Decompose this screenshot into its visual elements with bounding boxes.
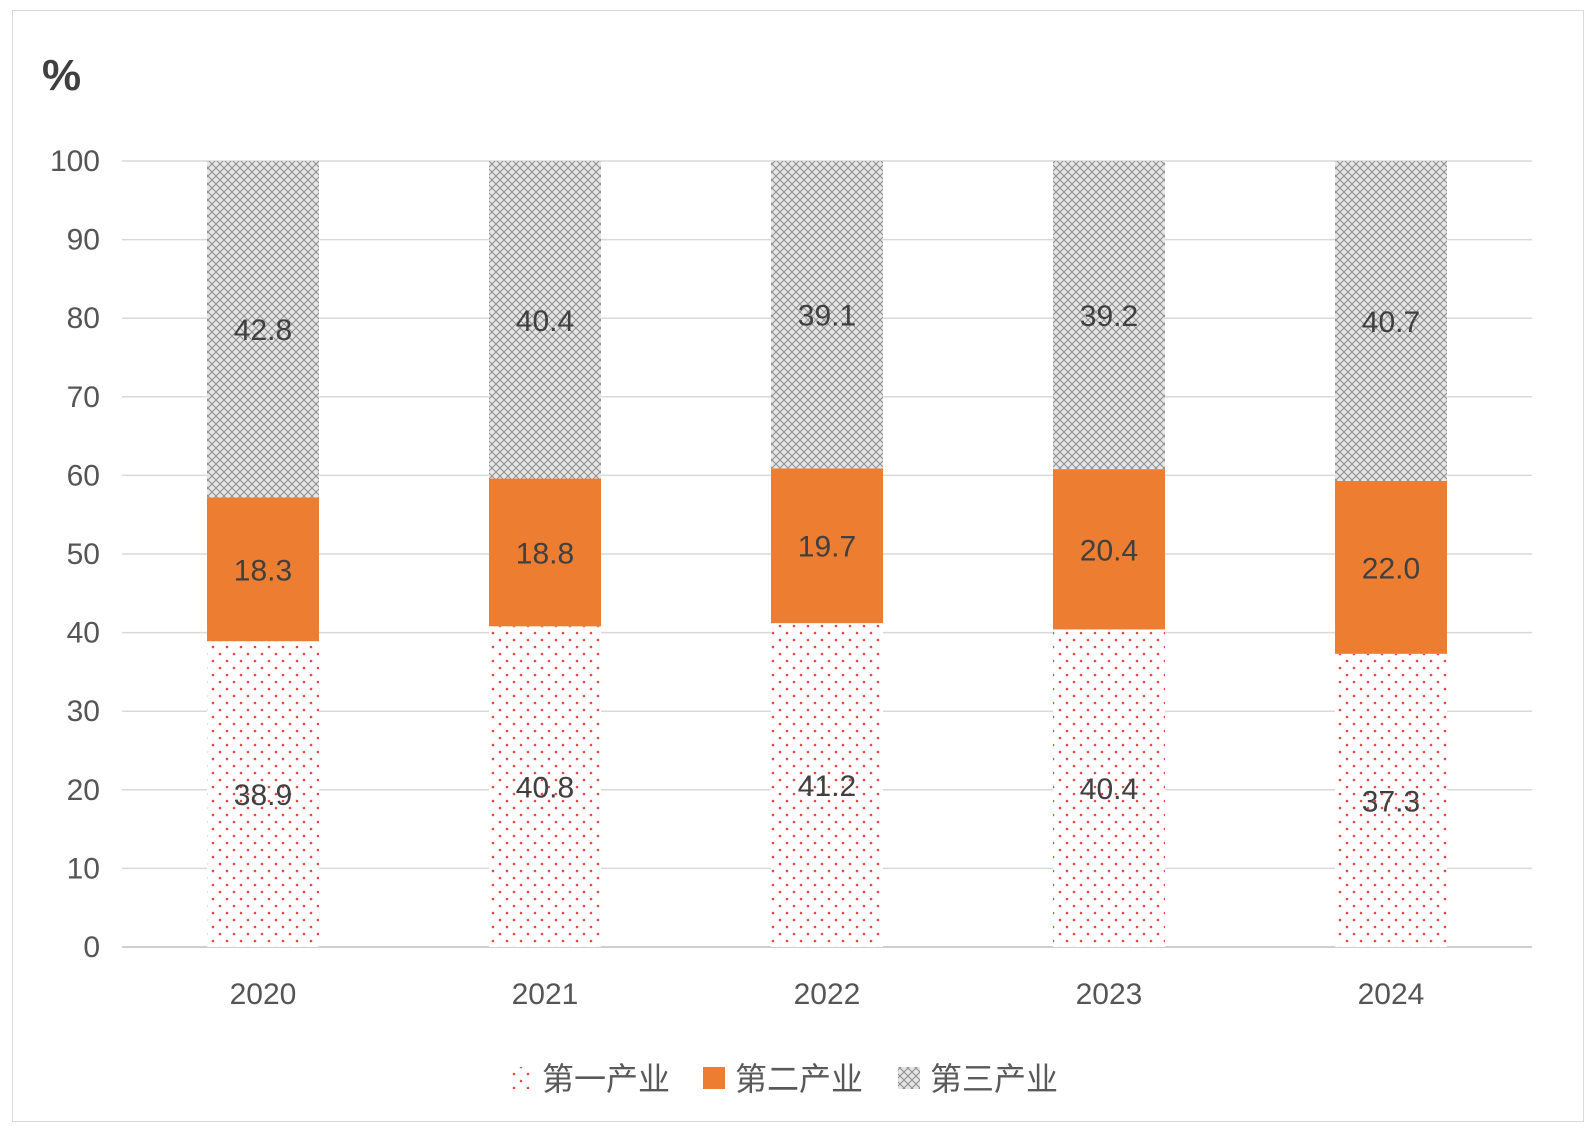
y-unit-label: % bbox=[42, 51, 81, 100]
legend-swatch bbox=[703, 1067, 725, 1089]
data-labels: 38.9 18.3 42.8 40.8 18.8 40.4 41.2 19.7 39.1 40.4… bbox=[234, 300, 1420, 819]
legend-swatch bbox=[510, 1067, 532, 1089]
x-tick-label: 2020 bbox=[230, 978, 297, 1011]
data-label: 42.8 bbox=[234, 314, 292, 347]
x-tick-label: 2024 bbox=[1358, 978, 1425, 1011]
y-tick-label: 40 bbox=[67, 617, 100, 650]
data-label: 37.3 bbox=[1362, 785, 1420, 818]
bar-segment-series-3 bbox=[207, 161, 319, 498]
legend-label: 第一产业 bbox=[542, 1060, 670, 1098]
y-tick-label: 20 bbox=[67, 774, 100, 807]
y-tick-label: 10 bbox=[67, 852, 100, 885]
y-tick-label: 50 bbox=[67, 538, 100, 571]
bar-segment-series-1 bbox=[771, 623, 883, 947]
y-tick-label: 60 bbox=[67, 459, 100, 492]
data-label: 38.9 bbox=[234, 779, 292, 812]
bar-segment-series-3 bbox=[771, 161, 883, 469]
data-label: 40.4 bbox=[1080, 773, 1138, 806]
bar-segment-series-1 bbox=[489, 626, 601, 947]
bar-segment-series-3 bbox=[1335, 161, 1447, 481]
legend-label: 第二产业 bbox=[735, 1060, 863, 1098]
data-label: 19.7 bbox=[798, 531, 856, 564]
x-tick-label: 2023 bbox=[1076, 978, 1143, 1011]
bar-segment-series-2 bbox=[1335, 480, 1447, 654]
legend-label: 第三产业 bbox=[930, 1060, 1058, 1098]
bar-segment-series-2 bbox=[489, 478, 601, 627]
data-label: 39.1 bbox=[798, 300, 856, 333]
x-tick-label: 2022 bbox=[794, 978, 861, 1011]
data-label: 41.2 bbox=[798, 770, 856, 803]
data-label: 40.7 bbox=[1362, 306, 1420, 339]
y-tick-label: 0 bbox=[83, 931, 100, 964]
data-label: 18.3 bbox=[234, 554, 292, 587]
bars bbox=[207, 161, 1447, 947]
data-label: 18.8 bbox=[516, 537, 574, 570]
axis-labels: % 0 10 20 30 40 50 60 70 80 90 100 2020 2021 2022 2023 2… bbox=[42, 51, 1424, 1011]
data-label: 20.4 bbox=[1080, 534, 1138, 567]
legend: 第一产业 第二产业 第三产业 bbox=[510, 1060, 1058, 1098]
y-tick-label: 70 bbox=[67, 381, 100, 414]
legend-swatch bbox=[898, 1067, 920, 1089]
bar-segment-series-1 bbox=[207, 641, 319, 947]
y-tick-label: 80 bbox=[67, 302, 100, 335]
y-tick-label: 100 bbox=[50, 145, 100, 178]
data-label: 22.0 bbox=[1362, 552, 1420, 585]
data-label: 40.8 bbox=[516, 772, 574, 805]
bar-segment-series-2 bbox=[207, 497, 319, 642]
bar-segment-series-2 bbox=[771, 468, 883, 624]
bar-segment-series-1 bbox=[1335, 653, 1447, 947]
y-tick-label: 30 bbox=[67, 695, 100, 728]
bar-segment-series-2 bbox=[1053, 469, 1165, 630]
data-label: 39.2 bbox=[1080, 300, 1138, 333]
data-label: 40.4 bbox=[516, 305, 574, 338]
y-tick-label: 90 bbox=[67, 224, 100, 257]
x-tick-label: 2021 bbox=[512, 978, 579, 1011]
bar-segment-series-1 bbox=[1053, 629, 1165, 947]
bar-segment-series-3 bbox=[489, 161, 601, 479]
bar-segment-series-3 bbox=[1053, 161, 1165, 470]
